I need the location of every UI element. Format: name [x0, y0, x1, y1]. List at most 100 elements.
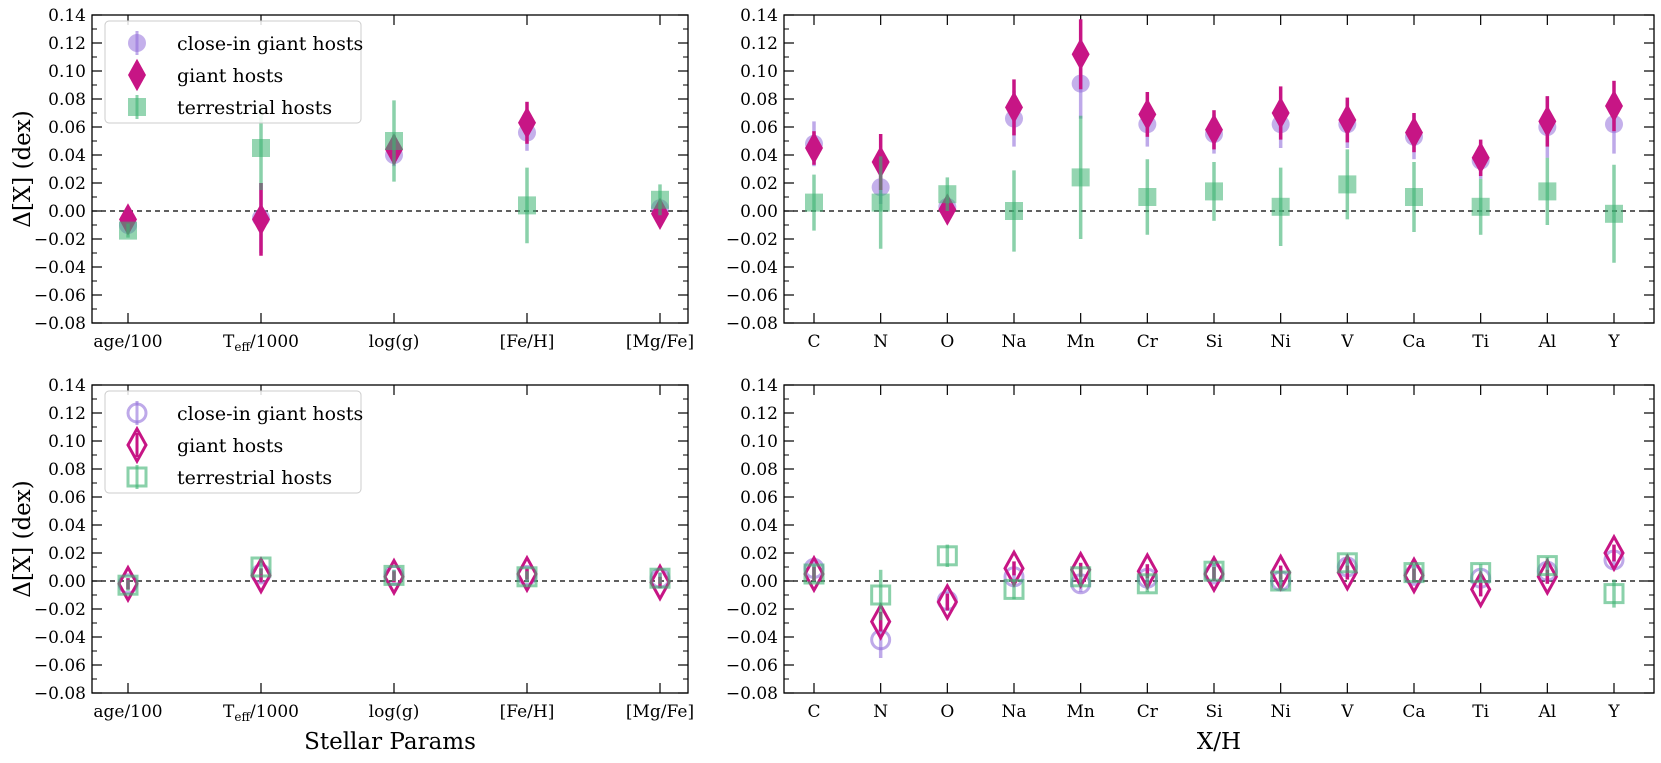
y-tick-label: 0.02 — [48, 544, 86, 564]
data-point-terrestrial-hosts-o — [938, 185, 957, 204]
x-tick-label-t-eff-1000: Teff/1000 — [223, 332, 299, 354]
legend-marker-giant-hosts — [126, 425, 148, 465]
x-tick-label-age-100: age/100 — [93, 702, 162, 722]
legend-marker-close-in-giant-hosts — [126, 402, 148, 424]
data-point-giant-hosts-ca — [1405, 116, 1423, 149]
x-tick-label-na: Na — [1001, 702, 1026, 722]
x-tick-label-cr: Cr — [1137, 702, 1159, 722]
y-tick-label: −0.02 — [34, 230, 86, 250]
legend-label-giant-hosts: giant hosts — [177, 65, 283, 87]
x-tick-label-ti: Ti — [1472, 702, 1489, 722]
y-tick-label: 0.08 — [740, 90, 778, 110]
data-point-giant-hosts-si — [1205, 113, 1223, 146]
data-point-terrestrial-hosts-al — [1536, 555, 1558, 577]
x-tick-label-fe-h: [Fe/H] — [500, 702, 555, 722]
legend: close-in giant hosts giant hosts terrestri… — [104, 20, 363, 124]
y-tick-label: −0.06 — [726, 286, 778, 306]
data-point-terrestrial-hosts-v — [1336, 552, 1358, 574]
y-tick-label: −0.06 — [34, 656, 86, 676]
x-tick-label-age-100: age/100 — [93, 332, 162, 352]
legend-label-terrestrial-hosts: terrestrial hosts — [177, 97, 332, 119]
x-tick-label-al: Al — [1537, 332, 1556, 352]
y-tick-label: 0.06 — [48, 118, 86, 138]
legend-marker-giant-hosts — [128, 58, 146, 92]
data-point-terrestrial-hosts-mg-fe — [649, 567, 671, 589]
y-tick-label: −0.04 — [34, 628, 86, 648]
data-point-giant-hosts-al — [1538, 105, 1557, 138]
data-point-terrestrial-hosts-si — [1203, 560, 1225, 582]
data-point-terrestrial-hosts-mn — [1070, 566, 1092, 588]
y-tick-label: 0.14 — [740, 6, 778, 26]
data-point-giant-hosts-n — [869, 602, 892, 641]
legend-label-close-in-giant-hosts: close-in giant hosts — [177, 403, 363, 425]
data-point-giant-hosts-mg-fe — [649, 563, 671, 602]
y-tick-label: 0.10 — [740, 432, 778, 452]
data-point-terrestrial-hosts-o — [936, 545, 958, 567]
y-tick-label: 0.08 — [48, 460, 86, 480]
series-terrestrial-hosts — [805, 115, 1623, 263]
data-point-giant-hosts-age-100 — [117, 564, 139, 604]
x-tick-label-y: Y — [1607, 332, 1620, 352]
data-point-terrestrial-hosts-log-g — [383, 564, 405, 586]
legend-label-terrestrial-hosts: terrestrial hosts — [177, 467, 332, 489]
legend-label-giant-hosts: giant hosts — [177, 435, 283, 457]
data-point-terrestrial-hosts-c — [805, 193, 823, 212]
data-point-terrestrial-hosts-n — [870, 584, 892, 606]
legend-marker-terrestrial-hosts — [126, 466, 148, 488]
data-point-terrestrial-hosts-c — [803, 563, 825, 585]
y-tick-label: −0.04 — [34, 258, 86, 278]
x-tick-label-v: V — [1340, 332, 1354, 352]
data-point-giant-hosts-log-g — [383, 557, 405, 597]
y-tick-label: 0.04 — [48, 146, 86, 166]
data-point-giant-hosts-c — [805, 131, 823, 165]
data-point-terrestrial-hosts-ti — [1470, 562, 1492, 584]
x-tick-label-ni: Ni — [1271, 702, 1292, 722]
data-point-terrestrial-hosts-ca — [1403, 562, 1425, 584]
x-tick-label-log-g: log(g) — [369, 702, 420, 722]
x-tick-label-ca: Ca — [1402, 702, 1425, 722]
y-tick-label: 0.06 — [740, 118, 778, 138]
legend-marker-close-in-giant-hosts — [128, 34, 146, 52]
y-tick-label: 0.10 — [740, 62, 778, 82]
legend-box — [104, 390, 362, 494]
data-point-giant-hosts-y — [1605, 89, 1623, 123]
y-tick-label: 0.02 — [48, 174, 86, 194]
data-point-giant-hosts-t-eff-1000 — [252, 203, 270, 236]
series-giant-hosts — [803, 533, 1625, 641]
data-point-giant-hosts-si — [1203, 554, 1225, 594]
data-point-giant-hosts-al — [1536, 557, 1559, 597]
x-tick-label-v: V — [1340, 702, 1354, 722]
series-giant-hosts — [805, 19, 1623, 226]
data-point-terrestrial-hosts-mg-fe — [651, 190, 669, 209]
x-tick-label-c: C — [807, 332, 820, 352]
plot-frame — [783, 14, 1655, 324]
data-point-giant-hosts-mn — [1071, 38, 1090, 71]
data-point-terrestrial-hosts-ni — [1271, 197, 1290, 216]
y-tick-label: 0.04 — [740, 146, 778, 166]
y-tick-label: 0.12 — [48, 404, 86, 424]
x-tick-label-t-eff-1000: Teff/1000 — [223, 702, 299, 724]
data-point-giant-hosts-na — [1005, 91, 1023, 124]
panel-top-left: −0.08 −0.06 −0.04 −0.02 0.00 0.02 0.04 0.06 0.08… — [10, 6, 694, 354]
legend-marker-terrestrial-hosts — [128, 98, 146, 116]
data-point-terrestrial-hosts-t-eff-1000 — [250, 556, 272, 578]
y-tick-label: 0.00 — [48, 202, 86, 222]
data-point-terrestrial-hosts-cr — [1136, 573, 1158, 595]
data-point-terrestrial-hosts-si — [1205, 182, 1223, 201]
data-point-terrestrial-hosts-mn — [1071, 168, 1090, 187]
series-terrestrial-hosts — [803, 544, 1625, 621]
data-point-giant-hosts-fe-h — [518, 106, 536, 139]
x-tick-label-si: Si — [1205, 332, 1223, 352]
data-point-giant-hosts-cr — [1138, 98, 1157, 131]
series-terrestrial-hosts — [119, 100, 669, 244]
x-tick-label-ti: Ti — [1472, 332, 1489, 352]
series-terrestrial-hosts — [117, 556, 671, 596]
data-point-terrestrial-hosts-cr — [1138, 188, 1157, 206]
y-tick-label: −0.02 — [726, 230, 778, 250]
data-point-giant-hosts-ti — [1469, 570, 1492, 609]
data-point-giant-hosts-ca — [1403, 556, 1425, 595]
y-tick-label: 0.12 — [740, 404, 778, 424]
data-point-terrestrial-hosts-age-100 — [119, 221, 137, 240]
y-tick-label: 0.14 — [740, 376, 778, 396]
